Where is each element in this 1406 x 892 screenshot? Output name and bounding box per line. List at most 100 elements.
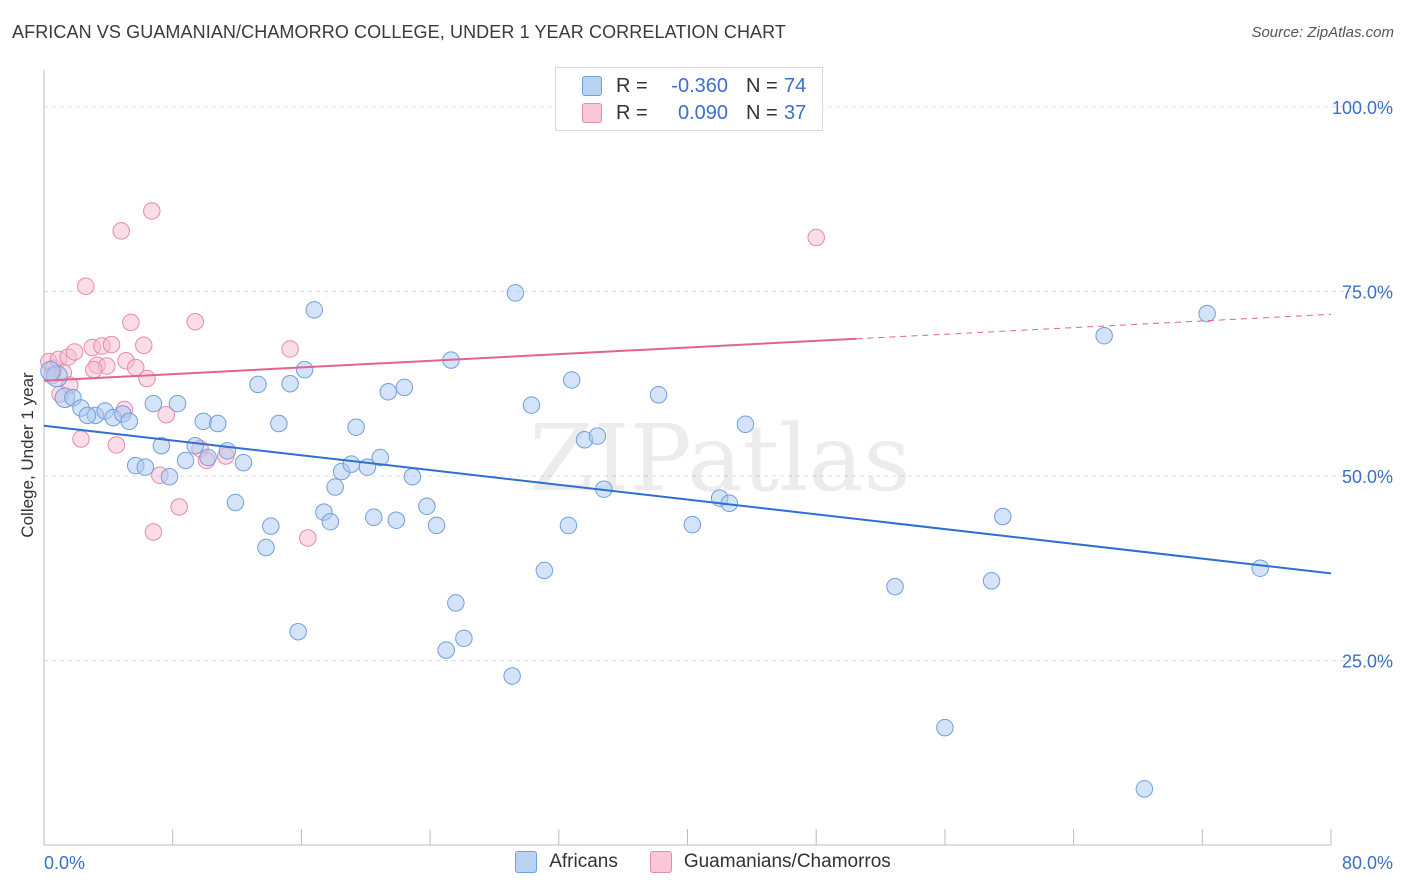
- african-point: [186, 436, 204, 455]
- african-point: [503, 667, 521, 685]
- african-point: [168, 394, 187, 413]
- guamanian-point: [281, 340, 299, 358]
- african-point: [295, 360, 314, 379]
- legend-label-africans: Africans: [549, 851, 618, 872]
- guamanian-point: [807, 228, 825, 247]
- trend-lines: [43, 313, 1332, 575]
- african-point: [144, 394, 163, 413]
- guamanian-point: [144, 523, 163, 541]
- african-point: [257, 538, 275, 557]
- n-label: N =: [746, 101, 778, 124]
- african-point: [447, 594, 465, 612]
- african-trend-line: [43, 424, 1332, 575]
- african-point: [588, 427, 607, 445]
- x-tick-label: 0.0%: [44, 853, 85, 873]
- legend-label-guamanians: Guamanians/Chamorros: [683, 851, 891, 872]
- guamanian-point: [102, 335, 121, 354]
- african-point: [199, 448, 217, 467]
- guamanian-point: [157, 405, 176, 424]
- african-point: [234, 453, 253, 472]
- y-tick-label: 50.0%: [1342, 467, 1393, 487]
- african-point: [1251, 559, 1269, 577]
- r-label: R =: [616, 74, 648, 97]
- african-point: [176, 451, 195, 470]
- african-point: [281, 374, 299, 393]
- guamanian-point: [186, 312, 204, 331]
- african-point: [387, 511, 406, 529]
- x-tick-label: 80.0%: [1342, 853, 1393, 873]
- guamanian-point: [134, 336, 153, 355]
- african-point: [994, 507, 1012, 526]
- guamanian-point: [65, 343, 84, 361]
- guamanian-point: [122, 313, 140, 332]
- r-label: R =: [616, 101, 648, 124]
- african-point: [262, 517, 280, 535]
- legend-item-africans[interactable]: Africans: [515, 851, 618, 873]
- series-legend: Africans Guamanians/Chamorros: [0, 851, 1406, 873]
- y-tick-label: 75.0%: [1342, 282, 1393, 302]
- african-point: [305, 301, 324, 319]
- r-value: -0.360: [671, 74, 728, 97]
- african-point: [437, 641, 455, 659]
- guamanian-point: [138, 369, 156, 388]
- n-label: N =: [746, 74, 778, 97]
- guamanian-point: [72, 430, 90, 448]
- african-point: [226, 493, 245, 512]
- african-point: [522, 396, 541, 414]
- stats-row-africans: R = -0.360 N = 74: [582, 73, 806, 99]
- n-value: 37: [784, 101, 807, 124]
- y-tick-label: 25.0%: [1342, 651, 1393, 671]
- african-point: [40, 360, 61, 382]
- african-point: [365, 508, 383, 527]
- african-point: [379, 383, 398, 401]
- r-value: 0.090: [677, 101, 728, 124]
- guamanian-point: [107, 436, 126, 454]
- african-point: [152, 436, 171, 455]
- african-point: [1135, 780, 1154, 798]
- african-point: [160, 467, 179, 486]
- african-point: [455, 629, 473, 648]
- african-point: [427, 516, 446, 535]
- african-point: [418, 497, 436, 515]
- african-point: [886, 577, 904, 596]
- african-points: [40, 284, 1269, 798]
- guamanian-trend-line: [43, 337, 857, 382]
- y-axis-label: College, Under 1 year: [18, 372, 37, 538]
- source-label: Source: ZipAtlas.com: [1251, 24, 1394, 41]
- africans-swatch: [582, 76, 602, 96]
- n-value: 74: [784, 74, 807, 97]
- african-point: [736, 415, 755, 434]
- african-point: [1198, 304, 1216, 323]
- tick-labels: 25.0% 50.0% 75.0% 100.0% 0.0% 80.0%: [44, 98, 1393, 873]
- african-point: [321, 512, 340, 531]
- axes: [43, 70, 1332, 846]
- african-point: [218, 442, 237, 460]
- african-point: [347, 418, 365, 436]
- stats-row-guamanians: R = 0.090 N = 37: [582, 100, 806, 126]
- african-point: [249, 375, 267, 394]
- african-point: [982, 572, 1001, 590]
- y-tick-label: 100.0%: [1332, 98, 1393, 118]
- african-point: [683, 515, 702, 534]
- african-point: [649, 386, 668, 404]
- african-point: [535, 561, 554, 580]
- guamanian-trend-extension: [856, 313, 1332, 340]
- guamanians-swatch: [582, 103, 602, 123]
- african-point: [78, 406, 97, 425]
- guamanian-point: [77, 277, 95, 296]
- african-point: [506, 284, 525, 302]
- chart-title: AFRICAN VS GUAMANIAN/CHAMORRO COLLEGE, U…: [12, 22, 787, 42]
- grid-lines: [44, 106, 1392, 661]
- guamanian-point: [170, 498, 188, 516]
- african-point: [403, 467, 422, 486]
- african-point: [371, 448, 389, 467]
- stats-legend: R = -0.360 N = 74 R = 0.090 N = 37: [555, 67, 823, 131]
- african-point: [936, 718, 954, 737]
- african-point: [395, 378, 414, 397]
- african-point: [1095, 326, 1113, 345]
- african-point: [270, 414, 288, 433]
- african-point: [208, 414, 227, 433]
- legend-item-guamanians[interactable]: Guamanians/Chamorros: [649, 851, 891, 873]
- african-point: [562, 371, 581, 389]
